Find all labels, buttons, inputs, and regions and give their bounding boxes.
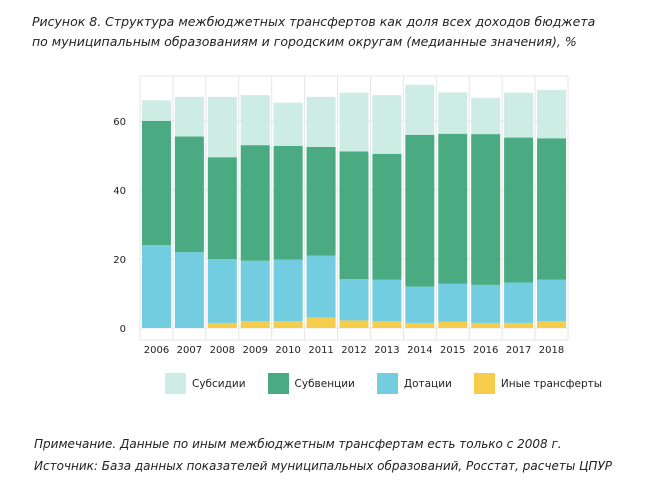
x-tick-label: 2007 xyxy=(177,345,202,356)
bar-segment xyxy=(339,279,369,321)
note-text: Примечание. Данные по иным межбюджетным … xyxy=(34,437,562,451)
bar-segment xyxy=(471,97,501,135)
legend-label-subventions: Субвенции xyxy=(294,377,355,390)
bar-segment xyxy=(240,260,270,322)
bar-segment xyxy=(141,100,171,121)
bar-segment xyxy=(537,89,567,139)
legend-swatch-grants xyxy=(376,373,398,394)
bars xyxy=(141,84,567,328)
bar-segment xyxy=(537,138,567,280)
x-tick-label: 2013 xyxy=(374,345,399,356)
y-tick-label: 60 xyxy=(113,117,126,128)
legend-item-subsidies: Субсидии xyxy=(165,373,246,394)
bar-segment xyxy=(471,284,501,323)
x-tick-label: 2008 xyxy=(210,345,235,356)
chart-caption: Рисунок 8. Структура межбюджетных трансф… xyxy=(32,12,632,52)
x-tick-label: 2006 xyxy=(144,345,169,356)
bar-segment xyxy=(273,259,303,322)
bar-segment xyxy=(372,279,402,322)
bar-segment xyxy=(405,286,435,323)
bar-segment xyxy=(273,145,303,260)
bar-segment xyxy=(504,322,534,328)
bar-segment xyxy=(504,92,534,138)
bar-segment xyxy=(471,134,501,285)
bar-segment xyxy=(405,134,435,287)
bar-segment xyxy=(240,145,270,261)
bar-segment xyxy=(240,321,270,328)
x-tick-label: 2010 xyxy=(275,345,300,356)
bar-segment xyxy=(372,153,402,280)
legend-label-other-transfers: Иные трансферты xyxy=(500,377,603,390)
x-tick-label: 2009 xyxy=(243,345,268,356)
bar-segment xyxy=(471,322,501,328)
y-tick-label: 0 xyxy=(120,324,126,335)
bar-segment xyxy=(339,92,369,152)
bar-segment xyxy=(339,320,369,328)
bar-segment xyxy=(207,322,237,328)
bar-segment xyxy=(273,321,303,328)
caption-line-2: по муниципальным образованиям и городски… xyxy=(32,34,577,49)
chart-notes: Примечание. Данные по иным межбюджетным … xyxy=(34,433,634,477)
y-tick-label: 40 xyxy=(113,186,126,197)
legend-item-grants: Дотации xyxy=(376,373,452,394)
legend-item-subventions: Субвенции xyxy=(267,373,355,394)
legend-swatch-subsidies xyxy=(165,373,186,394)
bar-segment xyxy=(405,84,435,135)
x-tick-label: 2017 xyxy=(506,345,531,356)
bar-segment xyxy=(141,245,171,328)
bar-segment xyxy=(306,146,336,256)
caption-line-1: Рисунок 8. Структура межбюджетных трансф… xyxy=(32,14,596,29)
bar-segment xyxy=(240,95,270,146)
bar-segment xyxy=(207,157,237,259)
bar-segment xyxy=(339,151,369,280)
bar-segment xyxy=(273,102,303,146)
bar-segment xyxy=(141,121,171,246)
legend-swatch-subventions xyxy=(267,373,289,394)
bar-segment xyxy=(504,137,534,283)
legend-label-grants: Дотации xyxy=(403,377,452,390)
bar-segment xyxy=(174,136,204,253)
legend-item-other-transfers: Иные трансферты xyxy=(473,373,603,394)
bar-segment xyxy=(372,95,402,154)
bar-segment xyxy=(372,321,402,328)
x-tick-label: 2011 xyxy=(308,345,333,356)
x-tick-label: 2015 xyxy=(440,345,465,356)
legend-label-subsidies: Субсидии xyxy=(192,377,246,390)
bar-segment xyxy=(207,96,237,158)
bar-segment xyxy=(306,255,336,318)
source-text: Источник: База данных показателей муници… xyxy=(34,459,612,473)
bar-segment xyxy=(405,322,435,328)
legend-swatch-other-transfers xyxy=(473,373,495,394)
x-tick-label: 2012 xyxy=(341,345,366,356)
bar-segment xyxy=(537,279,567,322)
bar-segment xyxy=(174,96,204,137)
y-tick-label: 20 xyxy=(113,255,126,266)
bar-segment xyxy=(504,282,534,323)
bar-segment xyxy=(174,252,204,328)
x-tick-label: 2014 xyxy=(407,345,432,356)
bar-segment xyxy=(306,317,336,328)
bar-segment xyxy=(438,283,468,322)
bar-segment xyxy=(438,92,468,134)
x-tick-label: 2016 xyxy=(473,345,498,356)
bar-segment xyxy=(537,321,567,328)
bar-segment xyxy=(438,321,468,328)
chart-legend: Субсидии Субвенции Дотации Иные трансфер… xyxy=(165,373,624,394)
bar-segment xyxy=(207,259,237,323)
bar-segment xyxy=(306,96,336,147)
x-tick-label: 2018 xyxy=(539,345,564,356)
bar-segment xyxy=(438,133,468,284)
